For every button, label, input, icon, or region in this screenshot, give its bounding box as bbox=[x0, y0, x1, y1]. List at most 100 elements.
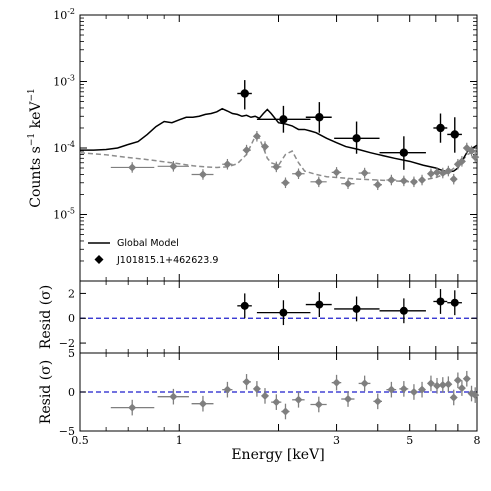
background-residual-point-1 bbox=[169, 392, 178, 401]
source-residual-y-tick-label-2: −2 bbox=[59, 337, 75, 350]
background-residual-point-28 bbox=[471, 391, 480, 400]
x-tick-labels: 0.5 1 3 5 8 bbox=[71, 434, 480, 447]
source-residual-frame bbox=[79, 280, 478, 354]
background-point-18 bbox=[418, 176, 427, 185]
background-residual-point-17 bbox=[409, 388, 418, 396]
spectrum-plot-area bbox=[79, 14, 480, 281]
background-residual-point-8 bbox=[281, 407, 290, 416]
source-point-4 bbox=[399, 148, 409, 157]
source-point-1 bbox=[279, 115, 288, 124]
background-point-8 bbox=[281, 178, 290, 187]
spectrum-y-tick-label-2: 10-4 bbox=[53, 140, 75, 155]
source-residual-y-tick-label-0: 2 bbox=[68, 287, 75, 300]
background-residual-point-0 bbox=[128, 403, 137, 412]
background-point-0 bbox=[128, 163, 137, 172]
x-tick-label-2: 3 bbox=[333, 434, 340, 447]
background-point-27 bbox=[467, 147, 476, 156]
background-point-9 bbox=[294, 169, 303, 178]
background-residual-point-4 bbox=[242, 377, 251, 386]
global-model-line bbox=[80, 107, 478, 173]
background-residual-point-18 bbox=[418, 385, 427, 394]
background-points bbox=[110, 131, 480, 191]
source-residual-y-axis-title: Resid (σ) bbox=[38, 285, 54, 349]
background-residual-panel: 5 0 −5 Resid (σ) 0.5 1 3 5 8 Energy [keV] bbox=[38, 347, 481, 463]
source-residual-point-5 bbox=[436, 297, 445, 306]
x-tick-label-1: 1 bbox=[176, 434, 183, 447]
legend: Global Model J101815.1+462623.9 bbox=[88, 238, 218, 266]
background-point-20 bbox=[432, 168, 441, 177]
background-point-14 bbox=[373, 180, 382, 189]
background-residual-y-tick-label-1: 0 bbox=[68, 386, 75, 399]
background-residual-point-21 bbox=[438, 380, 447, 389]
background-point-6 bbox=[260, 142, 269, 151]
background-residual-point-10 bbox=[314, 400, 323, 409]
source-residual-y-tick-labels: 2 0 −2 bbox=[59, 287, 75, 350]
background-residual-point-16 bbox=[399, 384, 408, 393]
x-tick-label-0: 0.5 bbox=[71, 434, 89, 447]
source-residual-point-1 bbox=[279, 308, 288, 317]
source-points bbox=[237, 80, 462, 170]
background-point-11 bbox=[332, 168, 341, 177]
background-residual-point-2 bbox=[198, 399, 207, 408]
spectrum-y-tick-label-3: 10-5 bbox=[53, 207, 75, 222]
background-point-2 bbox=[198, 170, 207, 179]
spectrum-y-tick-label-0: 10-2 bbox=[53, 7, 75, 22]
background-point-25 bbox=[457, 157, 466, 166]
background-residual-points bbox=[110, 370, 480, 420]
background-point-28 bbox=[471, 153, 480, 162]
background-residual-point-14 bbox=[373, 397, 382, 406]
background-residual-point-11 bbox=[332, 378, 341, 387]
background-residual-point-24 bbox=[453, 376, 462, 385]
source-point-5 bbox=[436, 123, 445, 133]
source-residual-panel: 2 0 −2 Resid (σ) bbox=[38, 280, 478, 354]
background-residual-point-7 bbox=[272, 398, 281, 407]
spectrum-panel: 10-2 10-3 10-4 10-5 Global Model J101815.1+… bbox=[27, 7, 480, 282]
x-axis-title: Energy [keV] bbox=[231, 447, 324, 463]
background-point-7 bbox=[272, 162, 281, 171]
source-residual-points bbox=[237, 289, 462, 326]
background-residual-y-tick-labels: 5 0 −5 bbox=[59, 347, 75, 438]
background-residual-point-22 bbox=[444, 380, 453, 389]
background-point-3 bbox=[223, 160, 232, 169]
legend-source-label: J101815.1+462623.9 bbox=[116, 255, 218, 266]
background-residual-point-6 bbox=[260, 391, 269, 400]
background-residual-point-20 bbox=[432, 381, 441, 390]
background-point-13 bbox=[360, 169, 369, 178]
background-point-5 bbox=[252, 132, 261, 141]
spectrum-y-axis-title: Counts s−1 keV−1 bbox=[27, 88, 44, 208]
source-point-2 bbox=[315, 113, 324, 122]
background-model-line bbox=[79, 135, 478, 183]
legend-source-marker bbox=[94, 255, 104, 264]
source-residual-point-0 bbox=[240, 301, 249, 310]
source-point-3 bbox=[352, 134, 361, 143]
background-residual-point-19 bbox=[426, 379, 435, 388]
source-point-6 bbox=[450, 130, 459, 139]
background-residual-y-axis-title: Resid (σ) bbox=[38, 360, 54, 424]
background-residual-point-23 bbox=[449, 393, 458, 402]
background-point-4 bbox=[242, 146, 251, 155]
background-point-23 bbox=[449, 175, 458, 184]
source-residual-point-3 bbox=[352, 304, 361, 313]
background-point-17 bbox=[409, 177, 418, 186]
source-residual-point-2 bbox=[315, 300, 324, 309]
background-residual-point-3 bbox=[223, 385, 232, 394]
source-residual-y-tick-label-1: 0 bbox=[68, 312, 75, 325]
background-residual-point-5 bbox=[252, 384, 261, 393]
legend-model-label: Global Model bbox=[117, 238, 179, 249]
background-point-12 bbox=[344, 179, 353, 188]
background-residual-point-26 bbox=[462, 374, 471, 383]
background-residual-y-tick-label-0: 5 bbox=[68, 347, 75, 360]
spectrum-y-tick-label-1: 10-3 bbox=[53, 74, 75, 89]
spectrum-y-tick-labels: 10-2 10-3 10-4 10-5 bbox=[53, 7, 75, 222]
source-point-0 bbox=[240, 89, 249, 98]
source-residual-point-4 bbox=[399, 306, 408, 315]
background-residual-point-13 bbox=[360, 379, 369, 388]
background-point-16 bbox=[399, 176, 408, 185]
background-point-22 bbox=[444, 167, 453, 176]
x-tick-label-3: 5 bbox=[406, 434, 413, 447]
background-point-1 bbox=[169, 162, 178, 171]
x-tick-label-4: 8 bbox=[474, 434, 481, 447]
background-residual-point-15 bbox=[387, 385, 396, 394]
background-residual-point-12 bbox=[344, 395, 353, 404]
